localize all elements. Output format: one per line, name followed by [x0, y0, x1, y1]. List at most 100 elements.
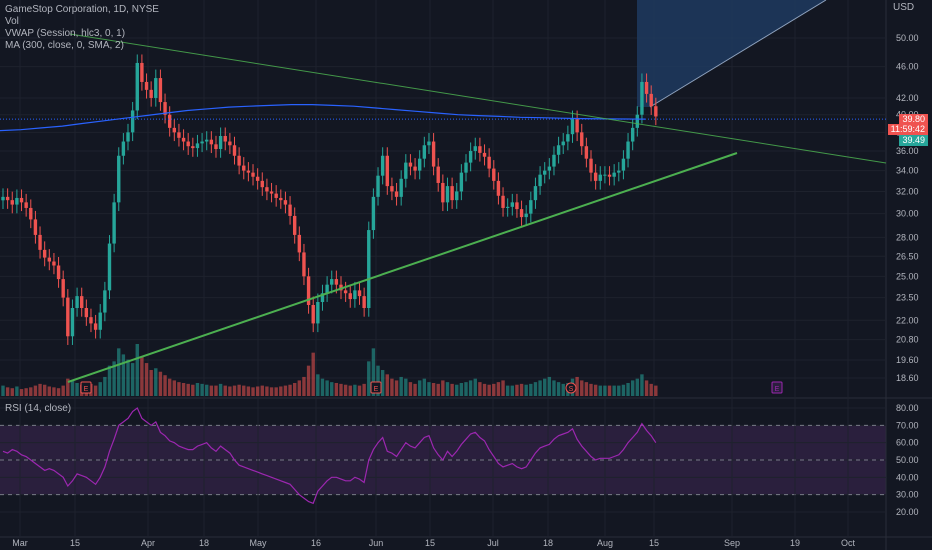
price-tick-label: 28.00 [896, 232, 919, 242]
candle-body [302, 252, 306, 277]
price-tick-label: 50.00 [896, 33, 919, 43]
event-marker-earnings[interactable]: E [80, 381, 92, 394]
candle-body [19, 197, 24, 203]
candle-body [487, 156, 491, 169]
volume-bar [1, 385, 5, 396]
candle-body [177, 132, 181, 138]
rsi-tick-label: 40.00 [896, 472, 919, 482]
countdown-tag: 11:59:42 [887, 124, 928, 135]
time-tick-label: 18 [199, 538, 209, 548]
event-letter: S [569, 386, 574, 393]
candle-body [561, 141, 565, 146]
volume-bar [66, 378, 70, 396]
candle-body [385, 155, 389, 187]
projection-wedge [637, 0, 826, 107]
volume-bar [635, 378, 640, 396]
candle-body [580, 132, 584, 147]
volume-bar [209, 385, 214, 396]
candle-body [515, 202, 519, 210]
volume-bar [38, 383, 42, 396]
volume-bar [228, 386, 232, 396]
candle-body [38, 234, 42, 250]
candle-body [84, 307, 89, 318]
candle-body [5, 196, 10, 201]
volume-bar [399, 376, 403, 396]
volume-bar [621, 384, 626, 396]
volume-bar [431, 383, 436, 396]
candle-body [353, 290, 357, 300]
volume-bar [195, 383, 200, 396]
event-marker-earnings[interactable]: E [771, 381, 783, 394]
candle-body [130, 110, 135, 133]
candle-body [172, 127, 177, 133]
rsi-tick-label: 30.00 [896, 490, 919, 500]
candle-body [283, 200, 288, 205]
descending-trendline [69, 33, 887, 164]
volume-bar [70, 380, 75, 396]
volume-bar [362, 383, 366, 396]
volume-bar [200, 383, 204, 396]
candle-body [617, 170, 621, 173]
candle-body [167, 114, 172, 128]
event-marker-split[interactable]: S [565, 382, 577, 394]
volume-bar [10, 388, 14, 396]
volume-bar [519, 383, 524, 396]
candle-body [191, 146, 195, 149]
volume-bar [339, 383, 343, 396]
candle-body [246, 170, 251, 173]
candle-body [334, 279, 339, 285]
candle-body [478, 146, 482, 153]
candle-body [255, 176, 260, 181]
vol-label[interactable]: Vol [5, 16, 19, 27]
candle-body [292, 215, 297, 235]
volume-bar [547, 376, 552, 396]
symbol-title[interactable]: GameStop Corporation, 1D, NYSE [5, 4, 159, 15]
volume-bar [478, 382, 482, 396]
volume-bar [177, 382, 181, 396]
vwap-label[interactable]: VWAP (Session, hlc3, 0, 1) [5, 28, 126, 39]
volume-bar [441, 380, 445, 396]
rsi-label[interactable]: RSI (14, close) [5, 403, 72, 414]
volume-bars [1, 344, 658, 396]
event-letter: E [84, 386, 89, 393]
candle-body [394, 191, 399, 197]
volume-bar [584, 382, 589, 396]
volume-bar [98, 382, 102, 396]
volume-bar [394, 380, 399, 396]
volume-bar [501, 380, 505, 396]
candle-body [103, 290, 107, 313]
candle-body [607, 174, 612, 177]
candle-body [343, 290, 348, 294]
volume-bar [510, 385, 514, 396]
volume-bar [436, 383, 440, 396]
volume-bar [334, 383, 339, 396]
candle-body [15, 197, 19, 205]
volume-bar [269, 387, 274, 396]
volume-bar [626, 383, 630, 396]
candle-body [269, 191, 274, 194]
candle-body [362, 296, 366, 308]
ma-label[interactable]: MA (300, close, 0, SMA, 2) [5, 40, 124, 51]
volume-bar [311, 352, 315, 396]
time-tick-label: 18 [543, 538, 553, 548]
volume-bar [186, 383, 190, 396]
candle-body [380, 155, 385, 176]
candle-body [575, 119, 579, 133]
event-marker-earnings[interactable]: E [370, 381, 382, 394]
volume-bar [580, 380, 584, 396]
candle-body [543, 170, 547, 175]
candle-body [66, 297, 70, 337]
candle-body [649, 93, 653, 107]
rsi-pane [2, 407, 657, 505]
volume-bar [149, 370, 153, 396]
volume-bar [445, 382, 450, 396]
candle-body [325, 284, 329, 294]
price-tick-label: 23.50 [896, 293, 919, 303]
volume-bar [561, 383, 565, 396]
volume-bar [612, 385, 616, 396]
candle-body [93, 323, 98, 330]
volume-bar [205, 384, 209, 396]
